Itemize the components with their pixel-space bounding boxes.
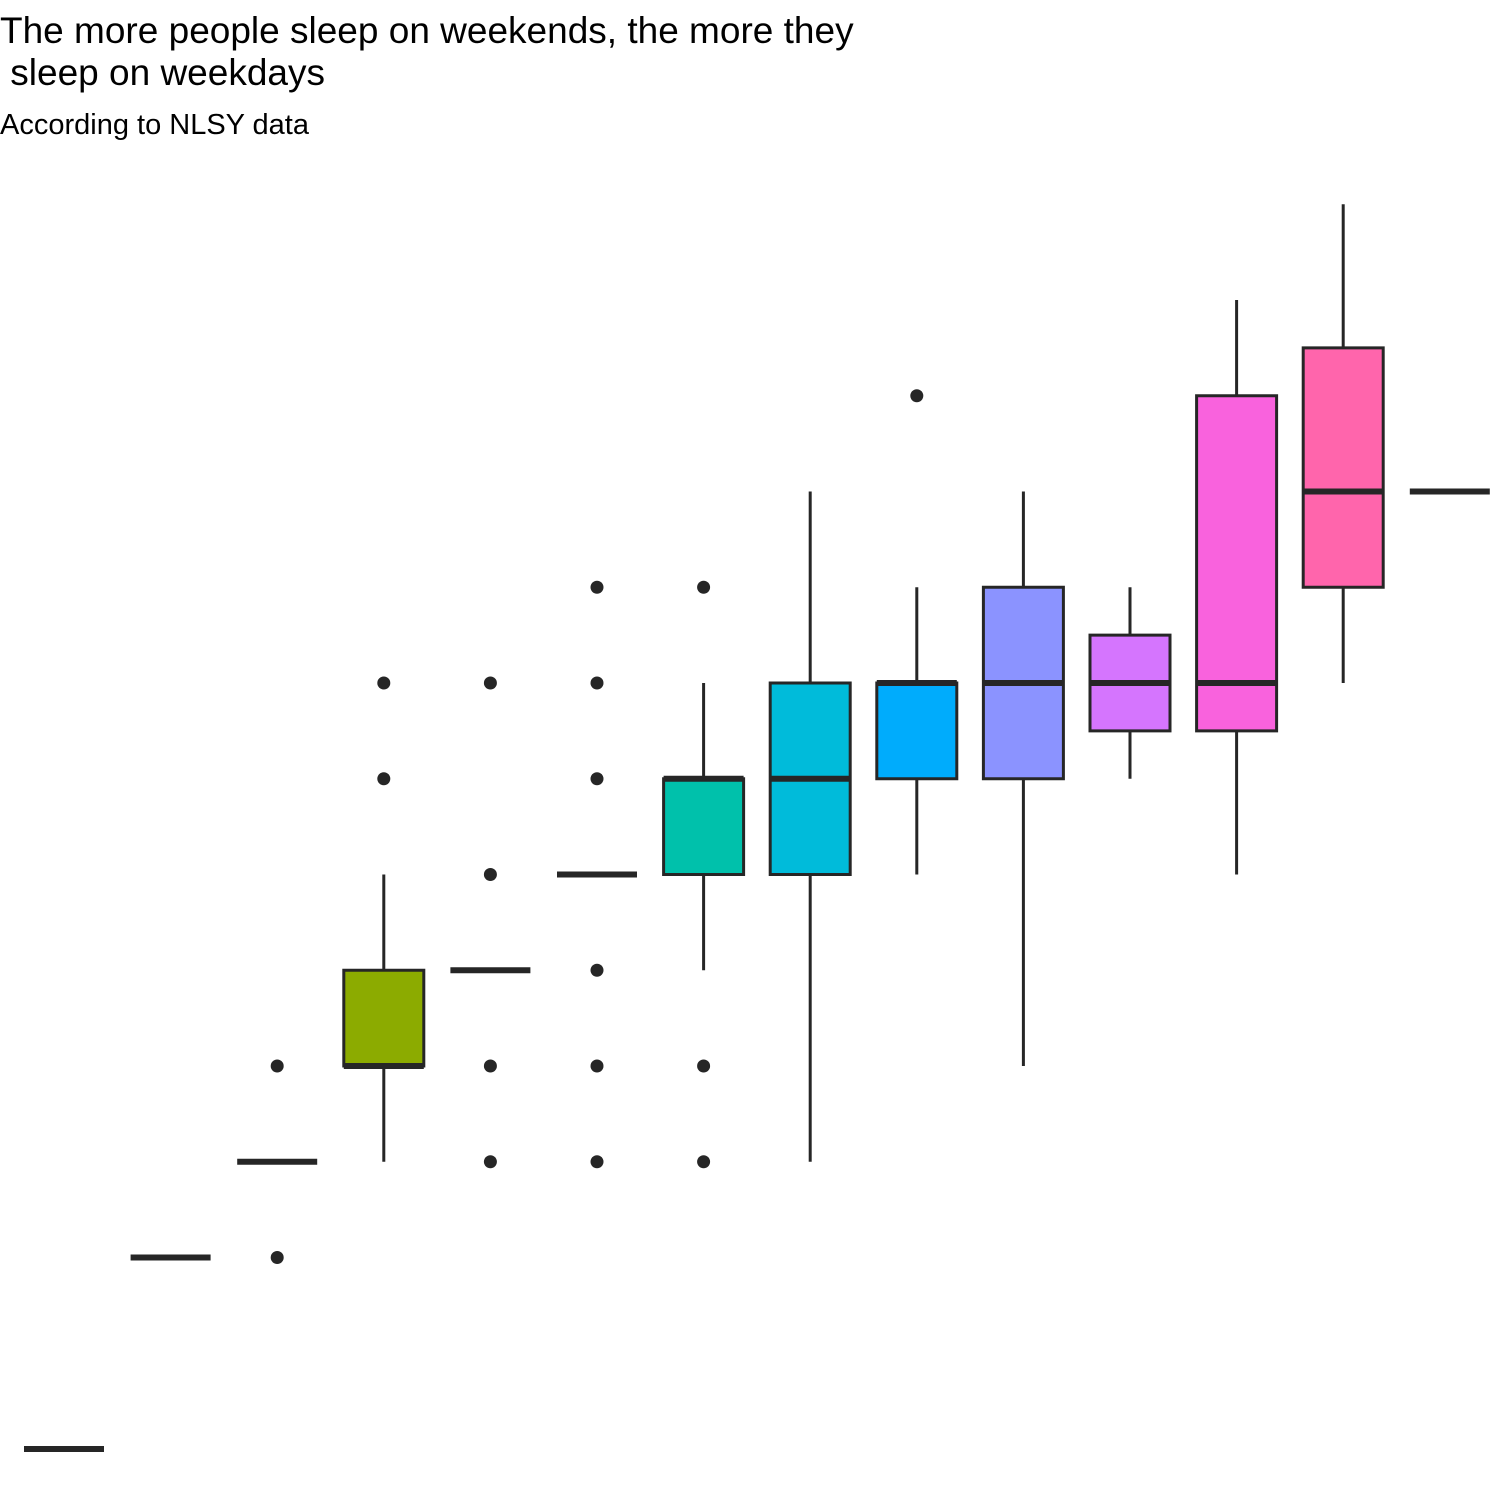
- outlier-point: [590, 772, 604, 786]
- chart-subtitle: According to NLSY data: [0, 109, 309, 141]
- box: [662, 777, 746, 876]
- outlier-point: [590, 1155, 604, 1169]
- outlier-point: [483, 1059, 497, 1073]
- outlier-point: [697, 1059, 711, 1073]
- outlier-point: [270, 1251, 284, 1264]
- outlier-point: [483, 1155, 497, 1169]
- outlier-point: [590, 580, 604, 594]
- outlier-point: [483, 676, 497, 690]
- plot-marks: [24, 204, 1490, 1452]
- box: [342, 968, 426, 1068]
- outlier-point: [697, 580, 711, 594]
- outlier-point: [590, 963, 604, 977]
- box: [1301, 346, 1385, 589]
- outlier-point: [697, 1155, 711, 1169]
- outlier-point: [590, 676, 604, 690]
- outlier-point: [910, 389, 924, 403]
- outlier-point: [270, 1059, 284, 1073]
- outlier-point: [377, 772, 391, 786]
- outlier-point: [483, 868, 497, 881]
- box: [875, 681, 959, 781]
- outlier-point: [590, 1059, 604, 1073]
- outlier-point: [377, 676, 391, 690]
- chart-title: The more people sleep on weekends, the m…: [0, 10, 854, 93]
- box: [1195, 394, 1279, 733]
